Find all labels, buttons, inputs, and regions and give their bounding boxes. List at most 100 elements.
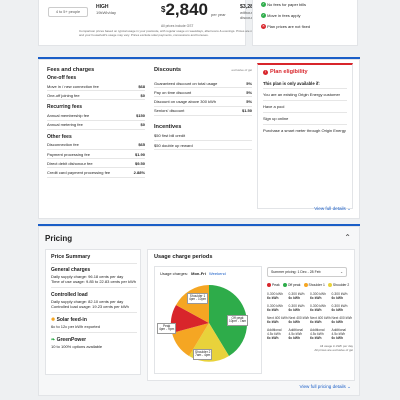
pie-slice-shoulder-1-evening	[172, 323, 209, 356]
annual-price: $2,840	[161, 0, 208, 19]
eligibility-item: You are an existing Origin Energy custom…	[263, 89, 347, 101]
rates-note: All usage in kWh per day	[319, 344, 353, 348]
view-full-details-link[interactable]: View full details ⌄	[314, 206, 351, 211]
chevron-down-icon: ⌄	[347, 206, 351, 211]
fee-row: Payment processing fee $1.90	[47, 150, 145, 160]
solar-line: 6c to 12c per kWh exported	[51, 324, 100, 329]
discounts-title: Discounts	[154, 67, 182, 73]
alert-icon: !	[263, 69, 268, 75]
rate-cell: 0-300 kWh 6c kWh	[331, 292, 348, 300]
section-divider	[38, 57, 360, 59]
section-divider	[38, 224, 360, 226]
pie-label-off-peak: Off peak 10pm - 7am	[227, 315, 249, 326]
rate-cell: Next 400 kWh 6c kWh	[310, 316, 331, 324]
fee-row: Annual metering fee $0	[47, 121, 145, 130]
rate-cell: 0-300 kWh 6c kWh	[288, 304, 305, 312]
rate-cell: Next 400 kWh 6c kWh	[288, 316, 310, 324]
gst-note: All prices include GST	[161, 24, 194, 28]
chevron-up-icon[interactable]: ⌃	[344, 233, 351, 242]
pie-slice-peak	[170, 305, 209, 333]
green-line: 10 to 100% options available	[51, 344, 103, 349]
check-icon: ✓	[261, 13, 266, 19]
eligibility-item: Purchase a smart meter through Origin En…	[263, 128, 346, 133]
incentive-row: $50 first bill credit	[154, 132, 252, 141]
fee-row: Annual membership fee $150	[47, 111, 145, 121]
general-line: Daily supply charge: 96.18 cents per day	[51, 274, 124, 279]
fees-title: Fees and charges	[47, 67, 95, 73]
fee-row: One-off joining fee $0	[47, 91, 145, 101]
pricing-title: Pricing	[45, 234, 73, 243]
tab-weekend[interactable]: Weekend	[208, 271, 226, 276]
rate-cell: Next 400 kWh 6c kWh	[331, 316, 353, 324]
feature-no-paper-fees: ✓ No fees for paper bills	[261, 2, 307, 8]
recurring-title: Recurring fees	[47, 104, 83, 111]
incentive-row: $50 double up reward	[154, 141, 252, 151]
season-select[interactable]: Summer pricing: 1 Dec - 28 Feb ⌄	[267, 267, 347, 277]
rates-grid: 0-300 kWh 6c kWh 0-300 kWh 6c kWh 0-300 kW…	[267, 292, 353, 352]
price-summary-card: Price Summary General charges Daily supp…	[45, 249, 141, 375]
discounts-note: exclusive of gst	[231, 68, 252, 72]
incentives-title: Incentives	[154, 123, 182, 130]
fee-row: Move in / new connection fee $68	[47, 82, 145, 92]
usage-level: HIGH 19kWh/day	[96, 4, 117, 15]
rate-cell: 0-300 kWh 6c kWh	[267, 304, 283, 312]
general-line: Time of use usage: 9.85 to 22.83 cents p…	[51, 279, 137, 284]
plan-features-card: ✓ No fees for paper bills ✓ Move in fees…	[252, 0, 358, 46]
general-charges-title: General charges	[51, 267, 91, 273]
price-summary-title: Price Summary	[51, 254, 91, 260]
fee-row: Direct debit dishonour fee $9.50	[47, 159, 145, 169]
rate-cell: 0-300 kWh 6c kWh	[310, 304, 326, 312]
pie-label-shoulder-2: Shoulder 2 7am - 4pm	[193, 349, 213, 360]
rate-cell: 0-300 kWh 6c kWh	[267, 292, 283, 300]
feature-prices-not-fixed: ✕ Plan prices are not fixed	[261, 24, 311, 30]
usage-periods-title: Usage charge periods	[154, 254, 213, 260]
rate-cell: 0-300 kWh 6c kWh	[288, 292, 305, 300]
plan-summary-card: 4 to 5+ people HIGH 19kWh/day $2,840 per…	[38, 0, 281, 46]
pie-label-peak: Peak 4pm - 9pm	[157, 323, 177, 334]
rate-cell: Additional 4.5c kWh 6c kWh	[310, 328, 325, 340]
leaf-icon: ❧	[51, 337, 56, 343]
rates-note-2: All prices are exclusive of gst	[314, 348, 353, 352]
legend-peak: Peak	[267, 283, 280, 288]
eligibility-item: Have a pool	[263, 101, 347, 113]
discount-row: Seniors' discount $1.50	[154, 107, 252, 116]
legend-shoulder-1: Shoulder 1	[303, 283, 325, 288]
plan-details-panel: Fees and charges One-off fees Move in / …	[38, 59, 360, 219]
usage-chart-box: Usage charges: Mon-Fri Weekend Shoulder …	[154, 266, 262, 374]
usage-periods-card: Usage charge periods Usage charges: Mon-…	[147, 249, 355, 381]
discount-row: Discount on usage above 300 kWh 5%	[154, 97, 252, 107]
chevron-down-icon: ⌄	[347, 384, 351, 389]
controlled-load-title: Controlled load	[51, 292, 88, 298]
rate-cell: Additional 4.5c kWh 6c kWh	[288, 328, 303, 340]
discount-row: Guaranteed discount on total usage 5%	[154, 79, 252, 89]
rate-cell: Additional 4.5c kWh 6c kWh	[331, 328, 346, 340]
tab-mon-fri[interactable]: Mon-Fri	[191, 271, 206, 276]
eligibility-intro: This plan is only available if:	[263, 81, 347, 89]
fee-row: Disconnection fee $65	[47, 141, 145, 150]
price-suffix: per year	[211, 12, 226, 17]
rate-cell: 0-300 kWh 6c kWh	[310, 292, 326, 300]
price-without-discounts: $3,280 without discounts	[240, 4, 257, 20]
pricing-panel: Pricing ⌃ Price Summary General charges …	[38, 226, 360, 396]
rate-cell: 0-300 kWh 6c kWh	[331, 304, 348, 312]
eligibility-item: Sign up online	[263, 113, 347, 125]
chart-legend: Peak Off peak Shoulder 1 Shoulder 2	[267, 283, 353, 288]
eligibility-title: Plan eligibility	[270, 69, 308, 75]
fees-section: Fees and charges One-off fees Move in / …	[47, 67, 145, 178]
pie-label-shoulder-1: Shoulder 1 4pm - 10pm	[187, 293, 209, 304]
legend-shoulder-2: Shoulder 2	[327, 283, 349, 288]
view-full-pricing-link[interactable]: View full pricing details ⌄	[299, 384, 351, 389]
discount-row: Pay on time discount 5%	[154, 88, 252, 98]
check-icon: ✓	[261, 2, 266, 8]
discounts-section: Discounts exclusive of gst Guaranteed di…	[154, 67, 252, 151]
fee-row: Credit card payment processing fee 2.88%	[47, 168, 145, 178]
controlled-line: Controlled load usage: 19.23 cents per k…	[51, 304, 129, 309]
cross-icon: ✕	[261, 24, 266, 30]
people-badge: 4 to 5+ people	[48, 7, 88, 17]
rate-cell: Next 400 kWh 6c kWh	[267, 316, 288, 324]
controlled-line: Daily supply charge: 82.10 cents per day	[51, 299, 124, 304]
eligibility-box: ! Plan eligibility This plan is only ava…	[257, 63, 353, 209]
one-off-title: One-off fees	[47, 75, 77, 81]
disclaimer: Comparison prices based on typical usage…	[79, 29, 281, 37]
legend-off-peak: Off peak	[282, 283, 301, 288]
